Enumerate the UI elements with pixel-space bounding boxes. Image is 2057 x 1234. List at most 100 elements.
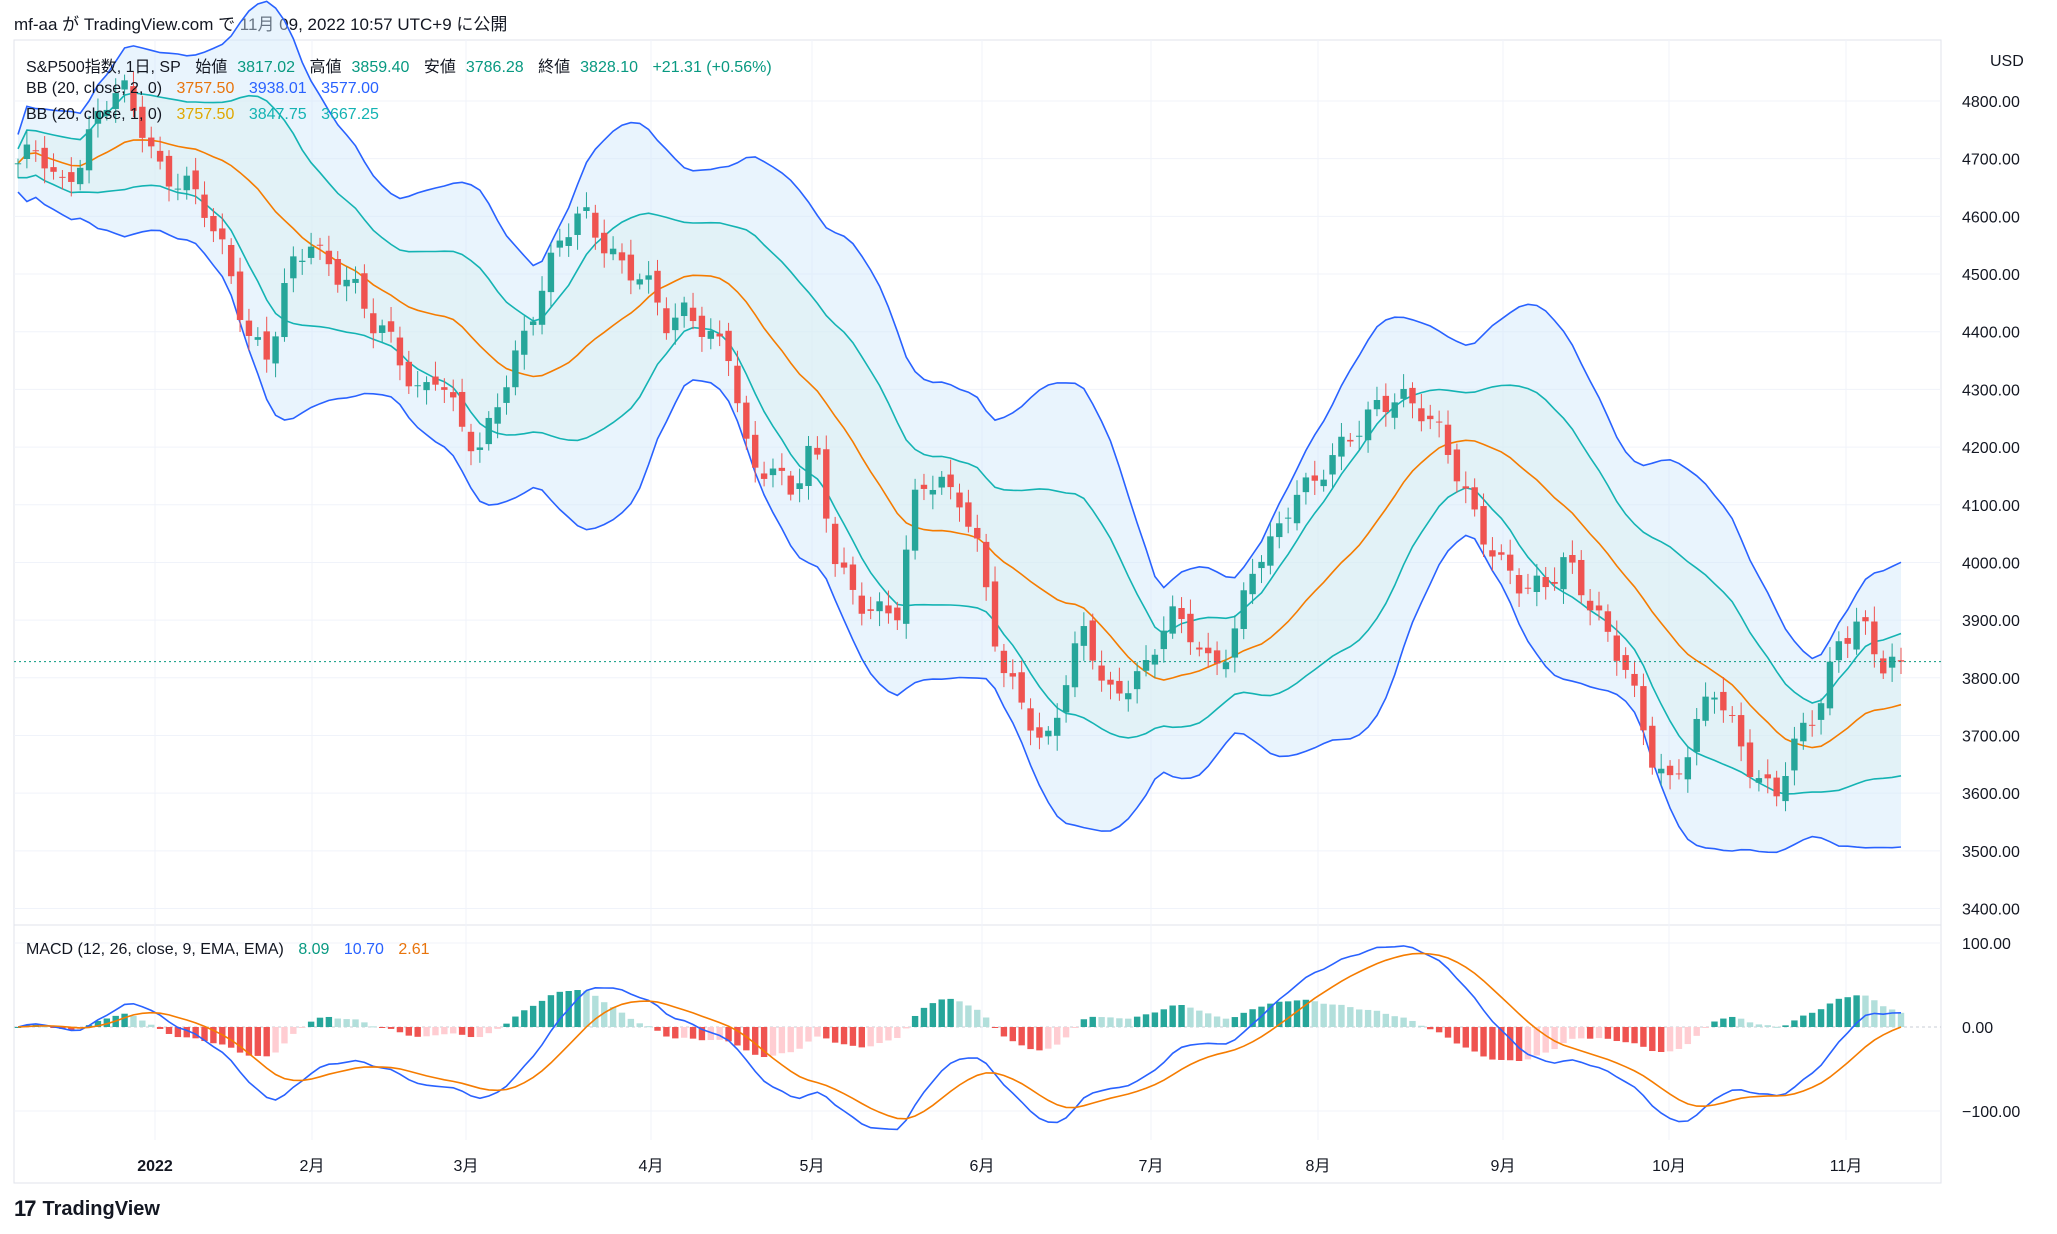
candle-body (1773, 777, 1780, 797)
macd-histogram-bar (103, 1018, 111, 1027)
candle-body (458, 391, 466, 427)
price-tick-label: 4300.00 (1962, 382, 2020, 399)
macd-histogram-bar (1187, 1007, 1194, 1027)
macd-histogram-bar (263, 1027, 270, 1057)
macd-histogram-bar (1702, 1027, 1709, 1028)
bb1-name: BB (20, close, 2, 0) (26, 80, 163, 97)
macd-histogram-bar (254, 1027, 262, 1056)
macd-histogram-bar (1684, 1027, 1692, 1045)
candle-body (1382, 395, 1390, 413)
macd-histogram-bar (601, 1002, 608, 1027)
macd-histogram-bar (529, 1005, 537, 1027)
macd-histogram-bar (299, 1027, 306, 1028)
candle-body (645, 275, 652, 280)
candle-body (1267, 536, 1274, 566)
bb2-legend: BB (20, close, 1, 0) 3757.50 3847.75 366… (26, 106, 389, 124)
macd-histogram-bar (1320, 1003, 1327, 1027)
candle-body (1569, 555, 1576, 563)
macd-histogram-bar (236, 1027, 244, 1053)
macd-histogram-bar (734, 1027, 741, 1046)
candle-body (174, 188, 182, 190)
macd-histogram-bar (1169, 1005, 1176, 1027)
macd-histogram-bar (849, 1027, 857, 1046)
macd-histogram-bar (174, 1027, 182, 1038)
candle-body (1098, 665, 1105, 681)
macd-histogram-bar (378, 1027, 386, 1028)
macd-histogram-bar (1373, 1010, 1381, 1027)
bb2-upper: 3847.75 (248, 106, 307, 123)
macd-histogram-bar (903, 1027, 910, 1029)
candle-body (867, 609, 874, 611)
macd-histogram-bar (1675, 1027, 1683, 1049)
tradingview-logo[interactable]: 17 TradingView (14, 1196, 160, 1222)
candle-body (130, 86, 137, 111)
macd-tick-label: 0.00 (1962, 1020, 1993, 1037)
month-label: 2月 (300, 1158, 325, 1175)
macd-histogram-bar (1471, 1027, 1478, 1052)
macd-histogram-bar (725, 1027, 732, 1042)
candle-body (574, 213, 581, 235)
candle-body (752, 434, 759, 468)
macd-histogram-bar (689, 1027, 697, 1039)
macd-histogram-bar (1364, 1009, 1372, 1027)
candle-body (1054, 717, 1061, 736)
macd-histogram-bar (1054, 1027, 1061, 1045)
macd-histogram-bar (1382, 1013, 1390, 1027)
macd-histogram-bar (636, 1023, 643, 1027)
macd-histogram-bar (325, 1016, 333, 1027)
candle-body (76, 167, 84, 185)
macd-histogram-bar (627, 1018, 635, 1027)
macd-histogram-bar (1062, 1027, 1070, 1038)
macd-histogram-bar (130, 1015, 137, 1027)
price-tick-label: 3800.00 (1962, 671, 2020, 688)
bb-upper-line (17, 0, 1902, 660)
candle-body (1862, 617, 1869, 622)
candle-body (1311, 475, 1318, 481)
macd-histogram-bar (396, 1027, 404, 1033)
candle-body (1338, 436, 1345, 457)
candle-body (680, 302, 688, 317)
macd-histogram-bar (1711, 1021, 1718, 1027)
macd-histogram-bar (1151, 1012, 1159, 1027)
candle-body (272, 336, 279, 364)
price-axis: 4800.00 4700.00 4600.00 4500.00 4400.00 4300.… (1962, 94, 2020, 1121)
candle-body (1595, 605, 1603, 611)
candle-body (1871, 621, 1878, 655)
candle-body (1018, 672, 1025, 703)
macd-legend: MACD (12, 26, close, 9, EMA, EMA) 8.09 1… (26, 941, 440, 959)
macd-histogram-bar (982, 1017, 990, 1027)
candle-body (1409, 387, 1416, 404)
candle-body (849, 564, 857, 590)
price-tick-label: 4500.00 (1962, 267, 2020, 284)
macd-histogram-bar (1480, 1027, 1487, 1057)
candle-body (59, 176, 66, 178)
macd-histogram-bar (654, 1027, 661, 1031)
macd-histogram-bar (192, 1027, 199, 1039)
candle-body (1720, 691, 1727, 711)
macd-histogram-bar (707, 1027, 715, 1041)
candle-body (503, 387, 510, 403)
candle-body (414, 385, 421, 387)
macd-histogram-bar (1453, 1027, 1461, 1044)
macd-histogram-bar (414, 1027, 421, 1037)
candle-body (1302, 477, 1310, 493)
candle-body (1347, 439, 1354, 442)
macd-histogram-bar (1036, 1027, 1043, 1051)
macd-histogram-bar (680, 1027, 688, 1038)
candle-body (1684, 757, 1692, 780)
macd-histogram-bar (361, 1022, 368, 1027)
macd-histogram-bar (307, 1021, 315, 1027)
candle-body (41, 147, 48, 169)
candle-body (1320, 479, 1327, 487)
price-tick-label: 3600.00 (1962, 786, 2020, 803)
macd-histogram-bar (1782, 1025, 1789, 1027)
macd-histogram-bar (41, 1026, 48, 1028)
macd-histogram-bar (1391, 1016, 1398, 1027)
candle-body (1498, 552, 1505, 555)
candle-body (556, 240, 564, 248)
macd-histogram-bar (698, 1027, 706, 1041)
candle-body (343, 279, 350, 287)
candle-body (672, 317, 679, 331)
macd-histogram-bar (1027, 1027, 1034, 1050)
